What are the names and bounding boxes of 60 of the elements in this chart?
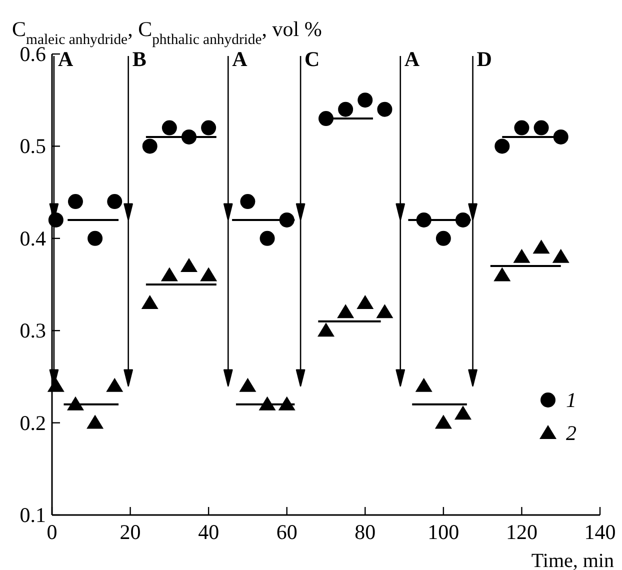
- point: [415, 378, 432, 392]
- y-tick-label: 0.2: [20, 410, 46, 435]
- point: [532, 240, 550, 254]
- x-tick-label: 0: [46, 520, 58, 544]
- legend-label: 2: [566, 421, 577, 445]
- y-tick-label: 0.5: [20, 134, 46, 158]
- point: [68, 194, 83, 210]
- point: [494, 267, 511, 282]
- point: [337, 304, 354, 318]
- point: [494, 138, 510, 154]
- point: [142, 138, 158, 154]
- point: [201, 120, 216, 136]
- x-tick-label: 140: [584, 520, 616, 544]
- point: [200, 267, 218, 282]
- point: [180, 258, 198, 272]
- x-tick-label: 20: [120, 520, 141, 544]
- point: [356, 294, 374, 309]
- ref-line-label: A: [404, 47, 420, 71]
- point: [86, 414, 104, 429]
- point: [240, 194, 256, 210]
- point: [514, 120, 530, 136]
- legend-label: 1: [566, 388, 576, 412]
- point: [552, 248, 570, 263]
- point: [513, 248, 530, 263]
- point: [318, 111, 334, 126]
- y-tick-label: 0.1: [20, 503, 46, 527]
- point: [553, 129, 568, 144]
- point: [48, 212, 64, 228]
- y-axis-title: C$_{maleic anhydride}$, C$_{phthalic anhydride}$, vol %: [12, 17, 322, 48]
- x-tick-label: 40: [198, 520, 220, 544]
- x-tick-label: 120: [506, 520, 538, 544]
- point: [162, 120, 177, 136]
- point: [454, 406, 472, 420]
- point: [358, 92, 373, 108]
- ref-line-label: D: [476, 47, 492, 71]
- ref-line-label: A: [58, 47, 74, 71]
- ref-line-label: B: [132, 47, 146, 71]
- point: [239, 378, 256, 392]
- x-tick-label: 80: [354, 520, 376, 544]
- point: [260, 230, 275, 246]
- x-tick-label: 100: [428, 520, 460, 544]
- point: [47, 378, 64, 392]
- point: [318, 322, 334, 337]
- point: [88, 230, 103, 246]
- point: [376, 304, 394, 318]
- point: [434, 414, 452, 429]
- ref-line-label: C: [304, 47, 320, 71]
- point: [107, 194, 122, 210]
- y-tick-label: 0.3: [20, 318, 46, 343]
- point: [377, 102, 392, 117]
- y-tick-label: 0.4: [20, 226, 46, 250]
- point: [534, 120, 549, 136]
- point: [106, 378, 124, 392]
- point: [436, 230, 451, 246]
- x-tick-label: 60: [276, 520, 298, 544]
- point: [160, 267, 178, 282]
- x-axis-title: Time, min: [531, 550, 614, 570]
- point: [141, 294, 158, 309]
- point: [338, 102, 354, 117]
- ref-line-label: A: [232, 47, 248, 71]
